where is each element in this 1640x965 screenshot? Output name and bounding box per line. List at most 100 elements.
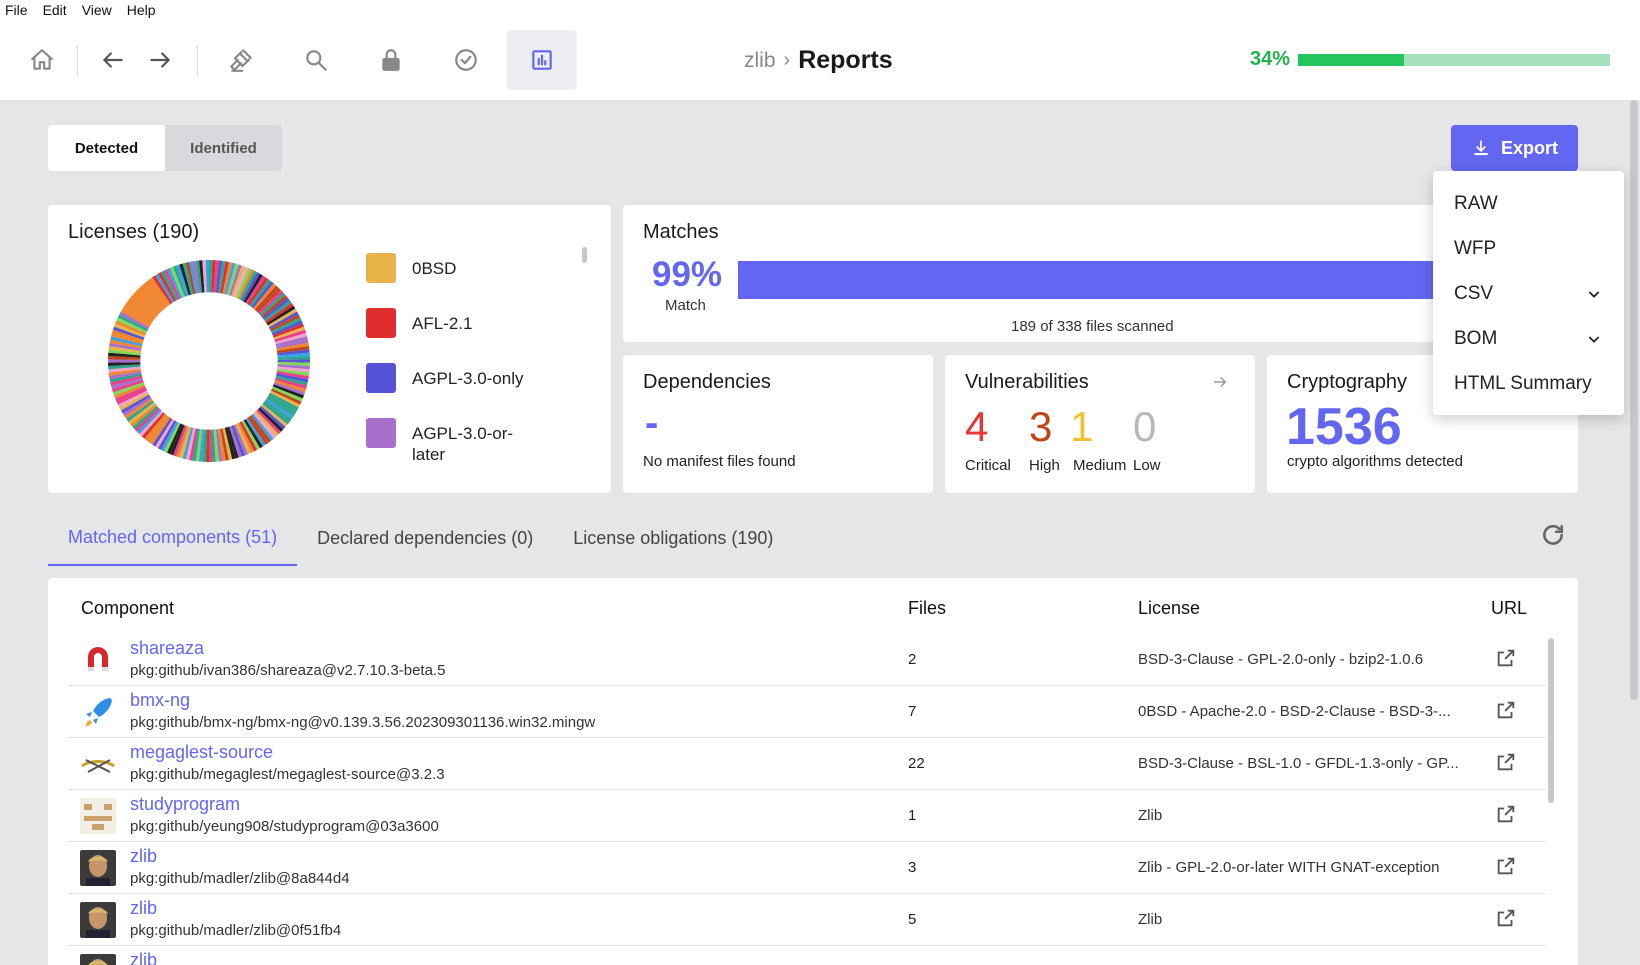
arrow-right-icon[interactable] xyxy=(1211,373,1229,391)
donut-slice[interactable] xyxy=(261,404,288,427)
donut-slice[interactable] xyxy=(220,428,229,461)
donut-slice[interactable] xyxy=(160,421,179,452)
external-link-icon[interactable] xyxy=(1495,647,1517,669)
donut-slice[interactable] xyxy=(277,352,310,358)
menu-edit[interactable]: Edit xyxy=(42,2,67,18)
donut-slice[interactable] xyxy=(277,364,310,370)
donut-slice[interactable] xyxy=(144,413,167,441)
donut-slice[interactable] xyxy=(128,297,156,320)
donut-slice[interactable] xyxy=(273,382,306,396)
donut-slice[interactable] xyxy=(273,326,306,340)
donut-slice[interactable] xyxy=(249,279,272,307)
donut-slice[interactable] xyxy=(128,402,156,425)
donut-slice[interactable] xyxy=(169,266,185,298)
component-name[interactable]: bmx-ng xyxy=(130,690,191,710)
donut-slice[interactable] xyxy=(275,336,308,347)
licenses-donut-chart[interactable] xyxy=(108,260,310,462)
donut-slice[interactable] xyxy=(247,277,269,306)
donut-slice[interactable] xyxy=(114,323,146,338)
donut-slice[interactable] xyxy=(205,260,209,293)
export-csv[interactable]: CSV xyxy=(1433,271,1624,316)
donut-slice[interactable] xyxy=(256,287,282,313)
donut-slice[interactable] xyxy=(269,314,301,332)
donut-slice[interactable] xyxy=(179,263,192,296)
donut-slice[interactable] xyxy=(108,352,141,358)
table-row[interactable]: megaglest-source pkg:github/megaglest/me… xyxy=(68,738,1546,790)
page-scrollbar[interactable] xyxy=(1630,100,1638,700)
donut-slice[interactable] xyxy=(267,308,298,328)
component-name[interactable]: megaglest-source xyxy=(130,742,274,762)
donut-slice[interactable] xyxy=(160,270,179,301)
donut-slice[interactable] xyxy=(245,417,266,447)
donut-slice[interactable] xyxy=(277,355,310,360)
external-link-icon[interactable] xyxy=(1495,751,1517,773)
donut-slice[interactable] xyxy=(237,269,255,300)
donut-slice[interactable] xyxy=(218,260,226,294)
donut-slice[interactable] xyxy=(155,419,175,449)
component-name[interactable]: zlib xyxy=(130,846,158,866)
donut-slice[interactable] xyxy=(109,371,142,380)
donut-slice[interactable] xyxy=(115,386,147,402)
forward-button[interactable] xyxy=(125,30,195,90)
donut-slice[interactable] xyxy=(272,323,304,338)
donut-slice[interactable] xyxy=(239,270,258,301)
back-button[interactable] xyxy=(78,30,148,90)
export-button[interactable]: Export xyxy=(1451,125,1578,171)
donut-slice[interactable] xyxy=(254,410,279,437)
donut-slice[interactable] xyxy=(134,407,161,432)
donut-slice[interactable] xyxy=(155,273,175,303)
tab-matched-components[interactable]: Matched components (51) xyxy=(48,510,298,566)
donut-slice[interactable] xyxy=(149,277,171,306)
component-name[interactable]: zlib xyxy=(130,950,158,965)
donut-slice[interactable] xyxy=(271,386,303,402)
donut-slice[interactable] xyxy=(222,427,233,461)
donut-slice[interactable] xyxy=(124,398,153,420)
breadcrumb-project[interactable]: zlib xyxy=(744,48,776,72)
donut-slice[interactable] xyxy=(130,295,157,318)
donut-slice[interactable] xyxy=(109,339,142,349)
donut-slice[interactable] xyxy=(276,373,309,383)
donut-slice[interactable] xyxy=(176,425,189,458)
donut-slice[interactable] xyxy=(111,380,144,393)
menu-help[interactable]: Help xyxy=(126,2,156,18)
tab-declared-dependencies[interactable]: Declared dependencies (0) xyxy=(317,527,534,548)
donut-slice[interactable] xyxy=(261,295,288,318)
header-license[interactable]: License xyxy=(1138,598,1201,618)
donut-slice[interactable] xyxy=(241,272,260,302)
donut-slice[interactable] xyxy=(275,375,308,386)
donut-slice[interactable] xyxy=(109,342,142,351)
donut-slice[interactable] xyxy=(257,407,284,432)
donut-slice[interactable] xyxy=(229,425,242,458)
donut-slice[interactable] xyxy=(192,260,200,294)
donut-slice[interactable] xyxy=(252,412,277,439)
donut-slice[interactable] xyxy=(108,349,141,356)
donut-slice[interactable] xyxy=(166,423,183,455)
donut-slice[interactable] xyxy=(185,427,196,461)
donut-slice[interactable] xyxy=(272,384,304,399)
component-name[interactable]: studyprogram xyxy=(130,794,241,814)
donut-slice[interactable] xyxy=(115,320,147,336)
donut-slice[interactable] xyxy=(269,390,301,408)
donut-slice[interactable] xyxy=(213,260,219,293)
donut-slice[interactable] xyxy=(185,261,196,295)
vulnerabilities-card[interactable]: Vulnerabilities 4 3 1 0 Critical High Me… xyxy=(945,355,1255,493)
donut-slice[interactable] xyxy=(108,355,141,360)
donut-slice[interactable] xyxy=(257,290,284,315)
donut-slice[interactable] xyxy=(276,342,309,351)
donut-slice[interactable] xyxy=(277,349,310,356)
donut-slice[interactable] xyxy=(120,308,151,328)
donut-slice[interactable] xyxy=(268,311,299,330)
donut-slice[interactable] xyxy=(251,413,274,441)
donut-slice[interactable] xyxy=(195,429,203,462)
donut-slice[interactable] xyxy=(215,260,223,293)
table-row[interactable]: zlib pkg:github/madler/zlib@8a844d4 3 Zl… xyxy=(68,842,1546,894)
donut-slice[interactable] xyxy=(192,428,200,462)
donut-slice[interactable] xyxy=(158,420,177,450)
donut-slice[interactable] xyxy=(211,260,216,293)
table-row[interactable]: studyprogram pkg:github/yeung908/studypr… xyxy=(68,790,1546,842)
donut-slice[interactable] xyxy=(218,428,226,462)
donut-slice[interactable] xyxy=(239,421,258,452)
donut-slice[interactable] xyxy=(116,317,148,334)
donut-slice[interactable] xyxy=(179,426,192,459)
donut-slice[interactable] xyxy=(182,262,194,295)
